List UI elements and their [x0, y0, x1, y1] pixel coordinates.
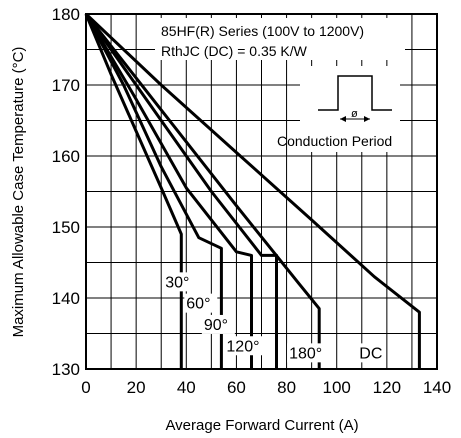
curve-label-background — [201, 314, 235, 334]
series-line — [84, 13, 321, 369]
y-tick-label: 160 — [52, 147, 80, 166]
curve-label-background — [163, 272, 197, 292]
y-axis-title: Maximum Allowable Case Temperature (°C) — [10, 47, 27, 338]
tick-labels: 0 20 40 60 80 100 120 140 130 140 150 160 170 180 — [52, 5, 452, 397]
x-axis-title: Average Forward Current (A) — [165, 417, 358, 434]
series-line — [84, 13, 223, 369]
series-line — [84, 13, 253, 369]
series-title-note: 85HF(R) Series (100V to 1200V) — [161, 23, 364, 39]
conduction-arrow-right — [364, 116, 370, 122]
x-tick-label: 0 — [81, 378, 90, 397]
curve-label: 30° — [165, 274, 189, 291]
curve-label: 180° — [289, 345, 322, 362]
x-tick-label: 100 — [323, 378, 351, 397]
conduction-arrow-left — [340, 116, 346, 122]
curve-label-background — [287, 343, 330, 363]
curve-label-background — [224, 336, 267, 356]
y-tick-label: 170 — [52, 76, 80, 95]
plot-frame — [85, 13, 438, 370]
curve-label: 60° — [186, 296, 210, 313]
x-tick-label: 120 — [373, 378, 401, 397]
curve-label: 120° — [226, 338, 259, 355]
curve-label: 90° — [204, 317, 228, 334]
curve-label: DC — [359, 345, 382, 362]
x-tick-label: 80 — [277, 378, 296, 397]
y-tick-label: 150 — [52, 218, 80, 237]
series-lines — [84, 12, 421, 369]
x-tick-label: 20 — [127, 378, 146, 397]
y-tick-label: 180 — [52, 5, 80, 24]
y-tick-label: 130 — [52, 360, 80, 379]
x-tick-label: 40 — [177, 378, 196, 397]
x-tick-label: 60 — [227, 378, 246, 397]
annotation-background — [155, 18, 405, 60]
phi-symbol: ø — [351, 108, 358, 120]
conduction-period-inset: ø Conduction Period — [277, 66, 400, 152]
series-line — [84, 12, 421, 369]
curve-label-background — [357, 343, 382, 363]
series-line — [84, 13, 278, 369]
conduction-period-label: Conduction Period — [277, 133, 392, 149]
curve-labels: 30° 60° 90° 120° 180° DC — [163, 272, 382, 363]
x-tick-label: 140 — [423, 378, 451, 397]
series-line — [84, 13, 183, 369]
rth-note: RthJC (DC) = 0.35 K/W — [161, 43, 308, 59]
curve-label-background — [184, 293, 218, 313]
y-tick-label: 140 — [52, 289, 80, 308]
conduction-waveform — [318, 75, 392, 111]
